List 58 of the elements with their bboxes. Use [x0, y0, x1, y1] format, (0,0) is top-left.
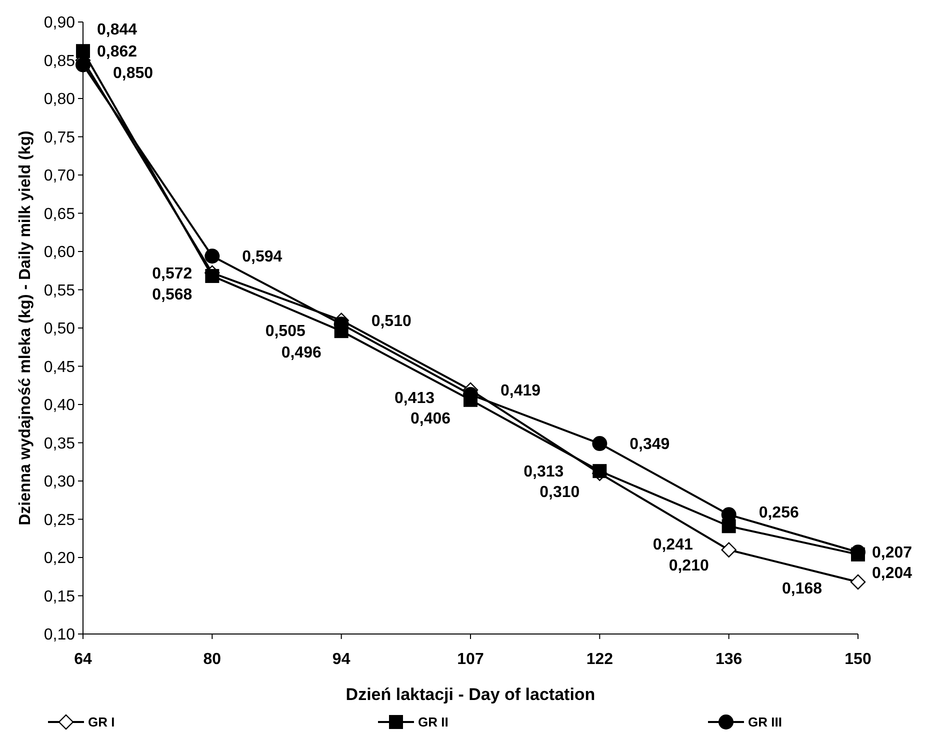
y-tick-label: 0,25 [44, 512, 76, 529]
x-tick-label: 94 [332, 651, 350, 668]
y-tick-label: 0,10 [44, 626, 76, 644]
point [592, 436, 608, 452]
point [592, 464, 607, 478]
legend-label: GR I [88, 714, 115, 730]
y-tick-label: 0,15 [44, 588, 76, 606]
point [204, 248, 220, 264]
data-label: 0,406 [410, 410, 451, 428]
data-label: 0,862 [97, 44, 138, 61]
x-tick-label: 107 [457, 651, 484, 668]
legend-label: GR II [418, 714, 448, 730]
y-tick-label: 0,45 [44, 358, 76, 376]
y-tick-label: 0,85 [44, 52, 76, 70]
data-label: 0,168 [782, 580, 822, 598]
point [850, 574, 866, 590]
data-label: 0,256 [758, 504, 799, 522]
data-label: 0,844 [97, 21, 138, 38]
data-label: 0,413 [394, 390, 435, 408]
data-label: 0,850 [113, 64, 154, 82]
point [76, 44, 90, 58]
x-tick-label: 136 [715, 651, 742, 668]
x-tick-label: 80 [203, 651, 222, 668]
x-axis-title: Dzień laktacji - Day of lactation [346, 685, 596, 704]
data-label: 0,207 [872, 544, 912, 562]
y-tick-label: 0,30 [44, 474, 76, 491]
y-axis-title: Dzienna wydajność mleka (kg) - Daily milk yield (kg) [17, 130, 34, 526]
y-tick-label: 0,20 [44, 550, 76, 568]
y-tick-label: 0,80 [44, 91, 76, 108]
data-label: 0,510 [371, 312, 412, 330]
data-label: 0,313 [524, 464, 564, 481]
data-label: 0,572 [152, 266, 192, 283]
y-tick-label: 0,75 [44, 129, 76, 146]
y-tick-label: 0,65 [44, 206, 76, 223]
y-tick-label: 0,70 [44, 168, 76, 185]
point [721, 542, 736, 558]
data-label: 0,241 [652, 536, 693, 554]
x-tick-label: 150 [844, 651, 872, 668]
y-tick-label: 0,60 [44, 244, 76, 262]
data-label: 0,568 [152, 286, 192, 304]
data-label: 0,310 [540, 484, 580, 501]
y-tick-label: 0,50 [44, 320, 76, 338]
legend-label: GR III [748, 714, 782, 730]
data-label: 0,496 [281, 344, 322, 362]
data-label: 0,349 [630, 436, 670, 454]
y-tick-label: 0,55 [44, 282, 76, 300]
y-tick-label: 0,90 [44, 14, 76, 32]
point [76, 57, 90, 72]
x-tick-label: 64 [74, 651, 92, 668]
point [205, 268, 220, 283]
data-label: 0,505 [265, 322, 306, 340]
data-label: 0,594 [242, 248, 282, 266]
x-tick-label: 122 [586, 651, 614, 668]
data-label: 0,204 [872, 565, 912, 582]
data-label: 0,210 [668, 557, 709, 574]
data-label: 0,419 [500, 382, 541, 400]
y-tick-label: 0,40 [44, 397, 76, 414]
y-tick-label: 0,35 [44, 435, 76, 452]
